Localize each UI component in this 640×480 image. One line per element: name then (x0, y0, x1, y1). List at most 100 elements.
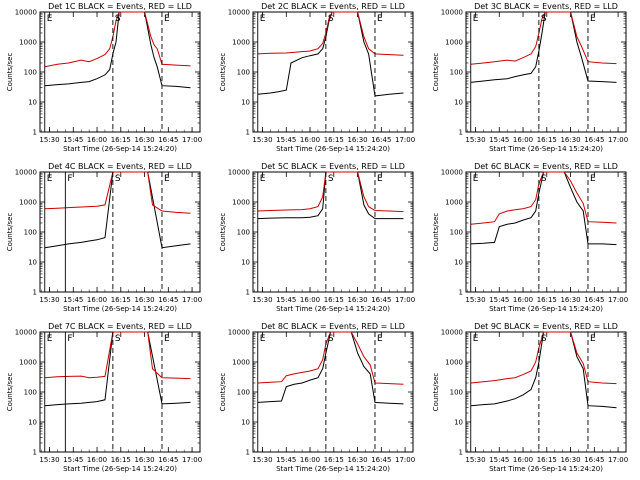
event-marker-label: S (328, 14, 334, 24)
x-axis-label: Start Time (26-Sep-14 15:24:20) (63, 305, 177, 313)
event-marker-label: F (67, 334, 72, 344)
x-axis-label: Start Time (26-Sep-14 15:24:20) (276, 305, 390, 313)
x-tick-label: 15:30 (465, 296, 485, 304)
x-tick-label: 16:45 (371, 136, 391, 144)
y-tick-label: 1 (459, 129, 463, 137)
x-tick-label: 17:00 (608, 456, 628, 464)
x-axis-label: Start Time (26-Sep-14 15:24:20) (489, 465, 603, 473)
x-axis-label: Start Time (26-Sep-14 15:24:20) (63, 465, 177, 473)
event-marker-label: F (67, 174, 72, 184)
x-tick-label: 15:30 (39, 296, 59, 304)
series-line-lld (257, 331, 404, 385)
chart-panel-6: Det 6C BLACK = Events, RED = LLD 1 10 100 10… (432, 162, 628, 313)
x-axis-label: Start Time (26-Sep-14 15:24:20) (63, 145, 177, 153)
y-tick-label: 100 (237, 69, 250, 77)
y-tick-label: 1 (33, 129, 37, 137)
y-tick-label: 1 (459, 449, 463, 457)
y-axis-label: Counts/sec (6, 213, 14, 252)
y-tick-label: 1000 (445, 39, 463, 47)
series-line-lld (44, 331, 191, 380)
x-tick-label: 16:15 (324, 296, 344, 304)
chart-panel-7: Det 7C BLACK = Events, RED = LLD 1 10 100 10… (6, 322, 202, 473)
event-marker-label: E (47, 174, 53, 184)
y-tick-label: 10000 (441, 329, 463, 337)
y-axis-label: Counts/sec (6, 373, 14, 412)
y-axis-label: Counts/sec (6, 53, 14, 92)
y-axis-label: Counts/sec (432, 373, 440, 412)
x-tick-label: 15:45 (489, 136, 509, 144)
y-tick-label: 1 (33, 289, 37, 297)
event-marker-label: E (473, 174, 479, 184)
y-tick-label: 1000 (232, 359, 250, 367)
y-tick-label: 10000 (228, 329, 250, 337)
y-tick-label: 10 (241, 99, 250, 107)
y-tick-label: 1000 (445, 359, 463, 367)
plot-frame (252, 11, 414, 133)
y-tick-label: 100 (24, 69, 37, 77)
x-tick-label: 16:00 (513, 296, 533, 304)
plot-frame (252, 331, 414, 453)
x-tick-label: 16:00 (87, 456, 107, 464)
x-tick-label: 16:30 (134, 136, 154, 144)
series-line-lld (44, 171, 191, 214)
y-axis-label: Counts/sec (432, 53, 440, 92)
event-marker-label: S (328, 334, 334, 344)
y-tick-label: 100 (450, 389, 463, 397)
y-tick-label: 10000 (441, 9, 463, 17)
y-tick-label: 10 (454, 259, 463, 267)
series-line-events (44, 11, 191, 89)
event-marker-label: E (260, 174, 266, 184)
x-tick-label: 15:30 (465, 136, 485, 144)
event-marker-label: E (164, 14, 170, 24)
x-tick-label: 17:00 (182, 456, 202, 464)
series-line-events (257, 171, 404, 220)
x-tick-label: 16:45 (158, 296, 178, 304)
x-tick-label: 16:30 (560, 456, 580, 464)
x-axis-label: Start Time (26-Sep-14 15:24:20) (276, 145, 390, 153)
x-tick-label: 17:00 (395, 136, 415, 144)
event-marker-label: E (47, 334, 53, 344)
y-tick-label: 10000 (228, 9, 250, 17)
event-marker-label: E (473, 14, 479, 24)
x-tick-label: 16:00 (300, 136, 320, 144)
x-tick-label: 17:00 (608, 296, 628, 304)
chart-title: Det 8C BLACK = Events, RED = LLD (261, 322, 405, 331)
x-tick-label: 17:00 (395, 456, 415, 464)
x-tick-label: 16:30 (347, 136, 367, 144)
x-tick-label: 16:30 (347, 296, 367, 304)
event-marker-label: S (115, 174, 121, 184)
series-line-events (44, 331, 191, 407)
x-tick-label: 15:30 (465, 456, 485, 464)
chart-panel-5: Det 5C BLACK = Events, RED = LLD 1 10 100 10… (219, 162, 415, 313)
plot-frame (39, 331, 201, 453)
x-tick-label: 17:00 (395, 296, 415, 304)
x-tick-label: 16:15 (537, 136, 557, 144)
x-tick-label: 16:15 (537, 456, 557, 464)
chart-panel-2: Det 2C BLACK = Events, RED = LLD 1 10 100 10… (219, 2, 415, 153)
x-tick-label: 15:30 (252, 456, 272, 464)
y-tick-label: 10000 (15, 9, 37, 17)
series-line-lld (470, 171, 617, 225)
y-tick-label: 10 (241, 419, 250, 427)
y-tick-label: 10 (241, 259, 250, 267)
x-tick-label: 15:30 (39, 136, 59, 144)
y-tick-label: 100 (24, 389, 37, 397)
chart-panel-9: Det 9C BLACK = Events, RED = LLD 1 10 100 10… (432, 322, 628, 473)
x-tick-label: 17:00 (182, 296, 202, 304)
y-tick-label: 1 (246, 129, 250, 137)
x-tick-label: 16:45 (584, 456, 604, 464)
event-marker-label: E (260, 14, 266, 24)
y-tick-label: 10000 (228, 169, 250, 177)
plot-frame (465, 171, 627, 293)
x-tick-label: 16:45 (584, 136, 604, 144)
y-tick-label: 1000 (19, 199, 37, 207)
x-tick-label: 16:15 (111, 456, 131, 464)
x-tick-label: 16:45 (371, 456, 391, 464)
x-tick-label: 16:30 (560, 296, 580, 304)
event-marker-label: E (377, 334, 383, 344)
y-tick-label: 10 (454, 99, 463, 107)
event-marker-label: E (590, 14, 596, 24)
x-tick-label: 16:45 (584, 296, 604, 304)
x-tick-label: 16:15 (324, 136, 344, 144)
y-tick-label: 10 (28, 99, 37, 107)
